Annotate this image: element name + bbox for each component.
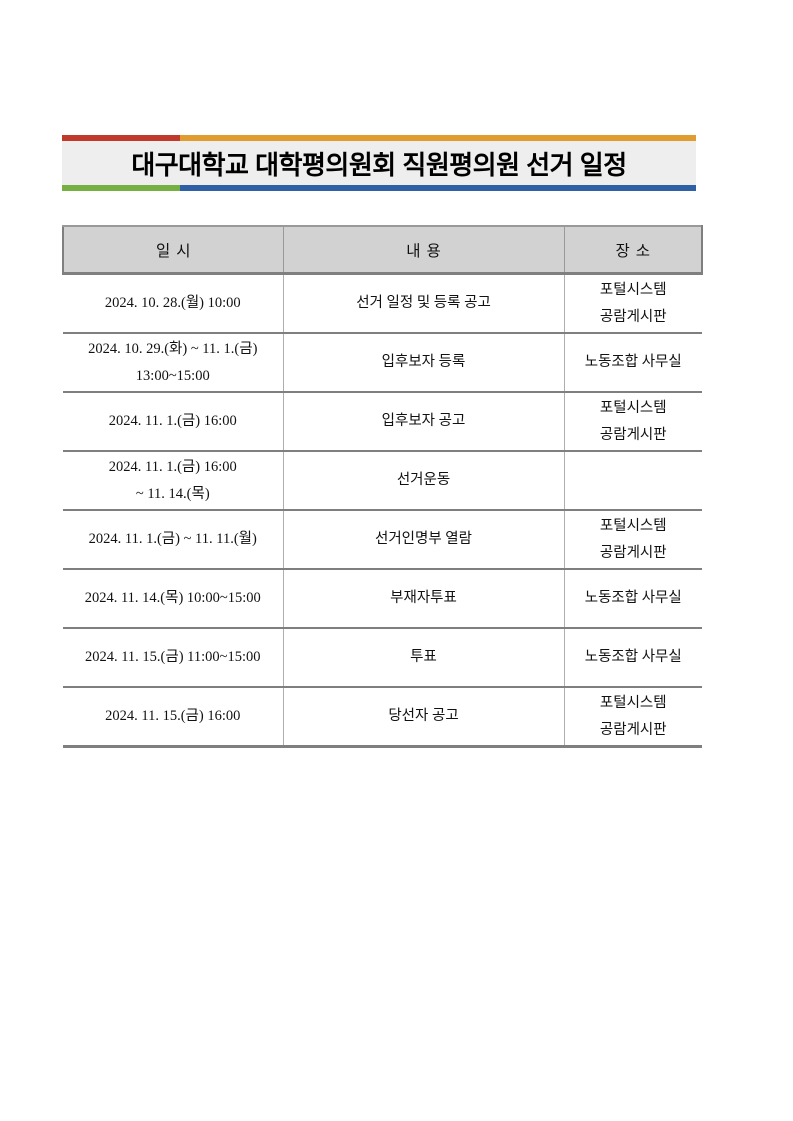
title-band: 대구대학교 대학평의원회 직원평의원 선거 일정	[62, 141, 696, 185]
cell-datetime: 2024. 11. 15.(금) 11:00~15:00	[63, 628, 283, 688]
place-line: 노동조합 사무실	[584, 354, 682, 370]
place-line: 포털시스템	[599, 399, 667, 416]
cell-datetime: 2024. 11. 1.(금) 16:00	[63, 392, 283, 452]
title-top-bar	[62, 135, 696, 141]
schedule-table-body: 2024. 10. 28.(월) 10:00 선거 일정 및 등록 공고 포털시스템…	[63, 273, 702, 748]
cell-datetime: 2024. 11. 14.(목) 10:00~15:00	[63, 569, 283, 629]
datetime-line: 2024. 11. 15.(금) 11:00~15:00	[84, 649, 261, 665]
title-bar-orange-segment	[180, 135, 696, 141]
cell-place: 노동조합 사무실	[563, 628, 702, 688]
content-text: 선거 일정 및 등록 공고	[356, 295, 491, 311]
place-line: 포털시스템	[599, 517, 667, 534]
cell-datetime: 2024. 10. 29.(화) ~ 11. 1.(금) 13:00~15:00	[63, 333, 283, 393]
title-bar-blue-segment	[180, 185, 696, 191]
content-text: 선거운동	[396, 472, 451, 488]
cell-datetime: 2024. 11. 1.(금) 16:00 ~ 11. 14.(목)	[63, 451, 283, 511]
datetime-line: 2024. 11. 1.(금) ~ 11. 11.(월)	[88, 531, 257, 547]
title-block: 대구대학교 대학평의원회 직원평의원 선거 일정	[62, 135, 696, 191]
header-place: 장소	[563, 225, 703, 275]
table-row: 2024. 11. 15.(금) 11:00~15:00 투표 노동조합 사무실	[63, 628, 702, 688]
datetime-line: 13:00~15:00	[135, 367, 210, 384]
table-row: 2024. 11. 14.(목) 10:00~15:00 부재자투표 노동조합 사무…	[63, 569, 702, 629]
datetime-line: 2024. 11. 1.(금) 16:00	[108, 413, 237, 429]
place-line: 공람게시판	[599, 426, 667, 443]
table-header-row: 일시 내용 장소	[62, 225, 703, 275]
place-line: 포털시스템	[599, 694, 667, 711]
cell-place: 노동조합 사무실	[563, 333, 702, 393]
cell-place: 노동조합 사무실	[563, 569, 702, 629]
cell-content: 부재자투표	[282, 569, 564, 629]
datetime-line: ~ 11. 14.(목)	[135, 485, 210, 502]
content-text: 선거인명부 열람	[374, 531, 472, 547]
cell-datetime: 2024. 11. 15.(금) 16:00	[63, 687, 283, 748]
schedule-table-wrap: 일시 내용 장소 2024. 10. 28.(월) 10:00 선거 일정 및 등…	[62, 225, 703, 748]
datetime-line: 2024. 11. 14.(목) 10:00~15:00	[84, 590, 261, 606]
title-bottom-bar	[62, 185, 696, 191]
datetime-line: 2024. 10. 29.(화) ~ 11. 1.(금)	[88, 340, 258, 357]
content-text: 당선자 공고	[388, 708, 459, 724]
content-text: 입후보자 등록	[381, 354, 466, 370]
schedule-table: 일시 내용 장소 2024. 10. 28.(월) 10:00 선거 일정 및 등…	[62, 225, 703, 748]
datetime-line: 2024. 11. 1.(금) 16:00	[108, 458, 237, 475]
cell-datetime: 2024. 10. 28.(월) 10:00	[63, 273, 283, 334]
cell-content: 투표	[282, 628, 564, 688]
content-text: 부재자투표	[390, 590, 457, 606]
cell-datetime: 2024. 11. 1.(금) ~ 11. 11.(월)	[63, 510, 283, 570]
place-line: 노동조합 사무실	[584, 649, 682, 665]
table-row: 2024. 11. 1.(금) ~ 11. 11.(월) 선거인명부 열람 포털시스…	[63, 510, 702, 570]
content-text: 입후보자 공고	[381, 413, 466, 429]
place-line: 노동조합 사무실	[584, 590, 682, 606]
place-line: 공람게시판	[599, 308, 667, 325]
cell-place	[563, 451, 702, 511]
header-content: 내용	[282, 225, 564, 275]
place-line: 공람게시판	[599, 544, 667, 561]
cell-content: 선거 일정 및 등록 공고	[282, 273, 564, 334]
place-line: 포털시스템	[599, 281, 667, 298]
title-bar-green-segment	[62, 185, 180, 191]
table-row: 2024. 10. 29.(화) ~ 11. 1.(금) 13:00~15:00 입…	[63, 333, 702, 393]
datetime-line: 2024. 10. 28.(월) 10:00	[104, 295, 241, 311]
cell-content: 당선자 공고	[282, 687, 564, 748]
table-row: 2024. 10. 28.(월) 10:00 선거 일정 및 등록 공고 포털시스템…	[63, 273, 702, 334]
cell-content: 선거운동	[282, 451, 564, 511]
cell-content: 입후보자 공고	[282, 392, 564, 452]
table-row: 2024. 11. 1.(금) 16:00 ~ 11. 14.(목) 선거운동	[63, 451, 702, 511]
page-title: 대구대학교 대학평의원회 직원평의원 선거 일정	[131, 149, 627, 180]
datetime-line: 2024. 11. 15.(금) 16:00	[105, 708, 241, 724]
title-bar-red-segment	[62, 135, 180, 141]
header-datetime: 일시	[62, 225, 283, 275]
place-line: 공람게시판	[599, 721, 667, 738]
cell-content: 입후보자 등록	[282, 333, 564, 393]
content-text: 투표	[410, 649, 437, 665]
cell-content: 선거인명부 열람	[282, 510, 564, 570]
